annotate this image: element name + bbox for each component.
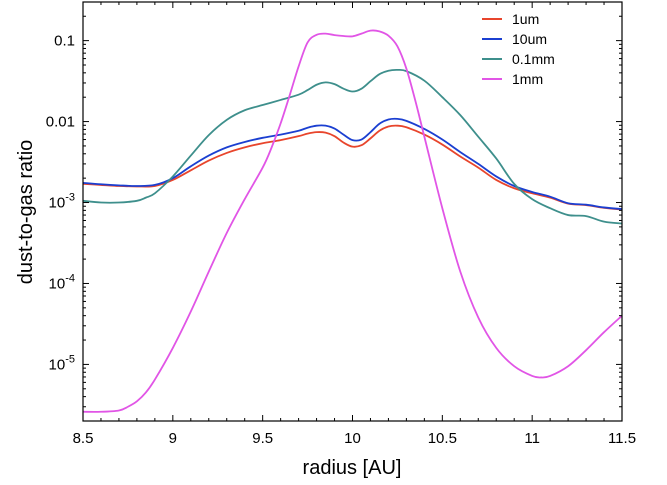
y-axis-title: dust-to-gas ratio bbox=[15, 140, 37, 285]
x-tick-label: 10 bbox=[344, 430, 361, 447]
y-tick-label: 0.01 bbox=[46, 114, 75, 131]
x-tick-label: 10.5 bbox=[428, 430, 457, 447]
x-tick-label: 11.5 bbox=[608, 430, 636, 447]
legend-label-1um: 1um bbox=[512, 11, 539, 27]
series-line-1um bbox=[82, 124, 623, 211]
ticks-layer: 8.5 9 9.5 10 10.5 11 11.5 10-5 10-4 10-3 0.01 0.1 bbox=[46, 2, 636, 447]
legend-label-01mm: 0.1mm bbox=[512, 51, 555, 67]
x-tick-label: 9.5 bbox=[252, 430, 273, 447]
y-tick-label: 0.1 bbox=[54, 33, 75, 50]
series-layer bbox=[82, 29, 623, 413]
legend-label-10um: 10um bbox=[512, 31, 547, 47]
x-axis-title: radius [AU] bbox=[303, 457, 402, 479]
series-line-1mm bbox=[82, 29, 623, 413]
x-tick-label: 9 bbox=[169, 430, 177, 447]
y-tick-label: 10-5 bbox=[49, 353, 75, 373]
series-line-01mm bbox=[82, 68, 623, 225]
y-tick-label: 10-4 bbox=[49, 272, 75, 292]
legend: 1um 10um 0.1mm 1mm bbox=[482, 11, 555, 87]
y-tick-label: 10-3 bbox=[49, 192, 75, 212]
legend-label-1mm: 1mm bbox=[512, 71, 543, 87]
series-line-10um bbox=[82, 117, 623, 210]
x-tick-label: 8.5 bbox=[73, 430, 94, 447]
x-tick-label: 11 bbox=[524, 430, 540, 447]
